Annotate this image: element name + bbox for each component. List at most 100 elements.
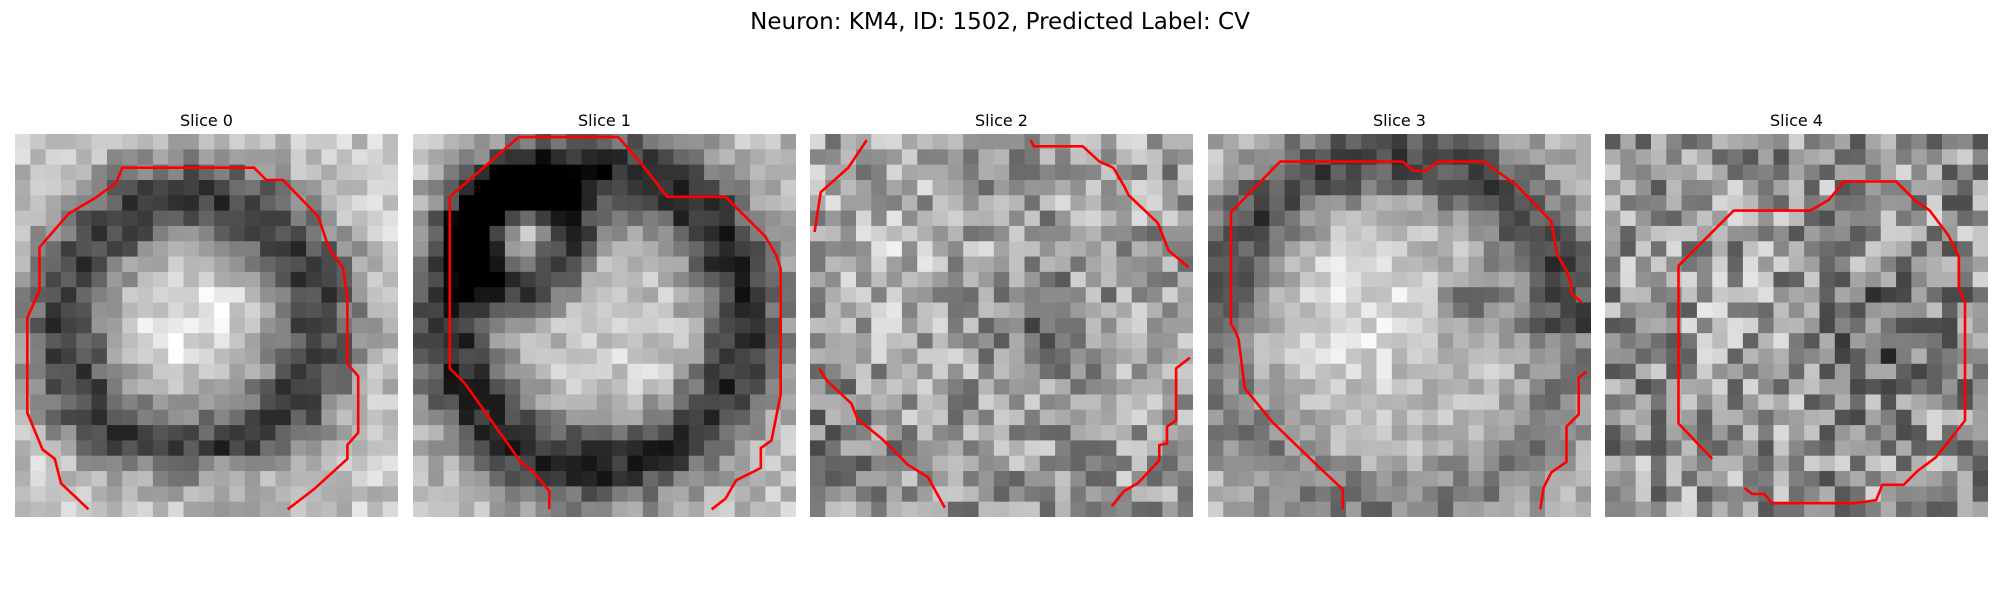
pixel-cell xyxy=(535,287,552,304)
pixel-cell xyxy=(1009,134,1026,150)
pixel-cell xyxy=(106,379,123,396)
pixel-cell xyxy=(1865,471,1882,487)
pixel-cell xyxy=(106,225,123,242)
pixel-cell xyxy=(566,409,583,426)
pixel-cell xyxy=(198,501,215,517)
pixel-cell xyxy=(1681,164,1698,181)
pixel-cell xyxy=(673,225,690,242)
pixel-cell xyxy=(1468,440,1485,457)
pixel-cell xyxy=(1896,164,1912,181)
pixel-cell xyxy=(1605,256,1621,273)
pixel-cell xyxy=(704,348,720,365)
pixel-cell xyxy=(1666,486,1683,503)
pixel-cell xyxy=(978,348,995,365)
pixel-cell xyxy=(1850,394,1867,411)
pixel-cell xyxy=(1453,241,1470,258)
pixel-cell xyxy=(855,225,872,242)
pixel-cell xyxy=(1131,225,1148,242)
pixel-cell xyxy=(91,425,108,441)
pixel-cell xyxy=(1253,348,1270,365)
pixel-cell xyxy=(1422,455,1439,472)
pixel-cell xyxy=(1514,271,1531,288)
pixel-cell xyxy=(1315,256,1332,273)
pixel-cell xyxy=(76,256,93,273)
pixel-cell xyxy=(1009,241,1026,258)
pixel-cell xyxy=(76,394,93,411)
pixel-cell xyxy=(168,179,185,196)
pixel-cell xyxy=(1545,302,1561,319)
pixel-cell xyxy=(1269,363,1286,380)
pixel-cell xyxy=(336,363,353,380)
pixel-cell xyxy=(658,210,675,227)
pixel-cell xyxy=(1437,333,1454,350)
pixel-cell xyxy=(1009,348,1026,365)
pixel-cell xyxy=(198,363,215,380)
pixel-cell xyxy=(91,256,108,273)
pixel-cell xyxy=(1666,241,1683,258)
pixel-cell xyxy=(1635,363,1652,380)
pixel-cell xyxy=(963,164,980,181)
pixel-cell xyxy=(901,501,918,517)
pixel-cell xyxy=(183,179,200,196)
pixel-cell xyxy=(504,486,521,503)
pixel-cell xyxy=(1315,271,1332,288)
pixel-cell xyxy=(1238,471,1255,487)
pixel-cell xyxy=(1758,363,1775,380)
pixel-cell xyxy=(1773,409,1790,426)
pixel-cell xyxy=(1712,271,1729,288)
pixel-cell xyxy=(535,195,552,212)
pixel-cell xyxy=(1529,501,1546,517)
pixel-cell xyxy=(1055,210,1072,227)
pixel-cell xyxy=(1391,440,1408,457)
pixel-cell xyxy=(1650,302,1667,319)
pixel-cell xyxy=(658,425,675,441)
pixel-cell xyxy=(1605,333,1621,350)
pixel-cell xyxy=(1055,348,1072,365)
pixel-cell xyxy=(658,409,675,426)
pixel-cell xyxy=(1560,471,1577,487)
pixel-cell xyxy=(963,471,980,487)
pixel-cell xyxy=(229,471,246,487)
pixel-cell xyxy=(1712,486,1729,503)
pixel-cell xyxy=(1483,486,1500,503)
pixel-cell xyxy=(1361,348,1378,365)
pixel-cell xyxy=(1468,271,1485,288)
pixel-cell xyxy=(1758,225,1775,242)
pixel-cell xyxy=(886,179,903,196)
pixel-cell xyxy=(1696,271,1713,288)
pixel-cell xyxy=(993,225,1010,242)
pixel-cell xyxy=(1758,425,1775,441)
pixel-cell xyxy=(352,302,368,319)
pixel-cell xyxy=(1483,409,1500,426)
pixel-cell xyxy=(1545,317,1561,334)
pixel-cell xyxy=(1635,486,1652,503)
pixel-cell xyxy=(855,440,872,457)
pixel-cell xyxy=(1131,363,1148,380)
pixel-cell xyxy=(1009,225,1026,242)
pixel-cell xyxy=(214,241,231,258)
pixel-cell xyxy=(1315,302,1332,319)
pixel-cell xyxy=(550,379,567,396)
pixel-cell xyxy=(45,210,62,227)
pixel-cell xyxy=(290,287,307,304)
pixel-cell xyxy=(1039,225,1056,242)
pixel-cell xyxy=(275,363,292,380)
pixel-cell xyxy=(1162,317,1179,334)
pixel-cell xyxy=(1407,455,1424,472)
pixel-cell xyxy=(1545,486,1561,503)
pixel-cell xyxy=(993,471,1010,487)
pixel-cell xyxy=(825,486,842,503)
pixel-cell xyxy=(1926,471,1943,487)
pixel-cell xyxy=(1620,134,1637,150)
pixel-cell xyxy=(290,134,307,150)
pixel-cell xyxy=(825,271,842,288)
pixel-cell xyxy=(260,501,277,517)
pixel-cell xyxy=(1727,379,1744,396)
pixel-cell xyxy=(901,348,918,365)
pixel-cell xyxy=(1972,455,1988,472)
pixel-cell xyxy=(275,210,292,227)
pixel-cell xyxy=(1330,164,1347,181)
pixel-cell xyxy=(1101,333,1117,350)
pixel-cell xyxy=(458,425,475,441)
pixel-cell xyxy=(413,501,429,517)
